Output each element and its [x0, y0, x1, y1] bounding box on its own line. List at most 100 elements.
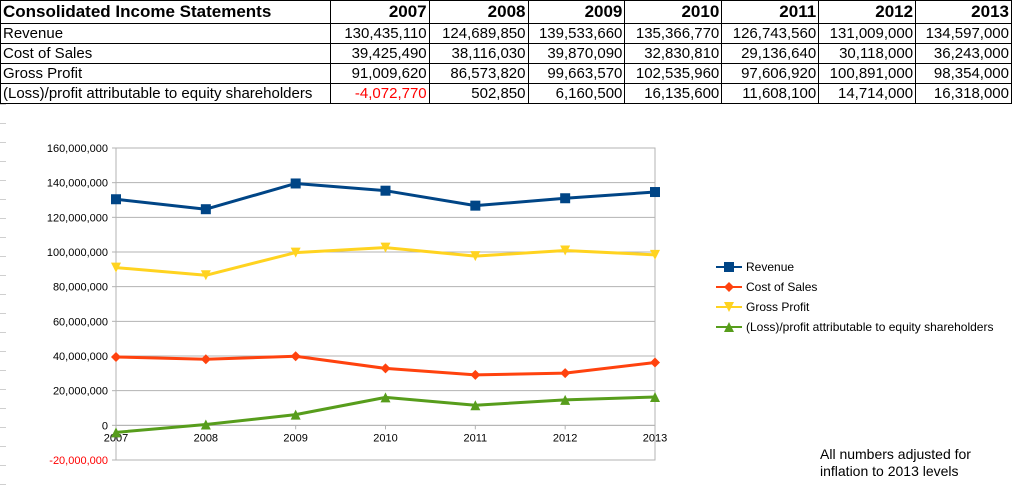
data-point	[111, 194, 121, 205]
year-header: 2008	[428, 0, 529, 24]
data-point	[470, 251, 481, 262]
y-tick-label: 60,000,000	[53, 316, 108, 328]
row-label: Gross Profit	[0, 63, 331, 84]
table-row: Cost of Sales 39,425,490 38,116,030 39,870,…	[0, 43, 1012, 64]
data-point	[650, 392, 660, 403]
table-cell: 100,891,000	[818, 63, 917, 84]
table-cell: 502,850	[428, 83, 529, 104]
row-label: (Loss)/profit attributable to equity sha…	[0, 83, 331, 104]
data-point	[380, 363, 391, 374]
data-point	[650, 187, 660, 198]
inflation-note: All numbers adjusted for inflation to 20…	[820, 446, 971, 479]
legend-marker	[724, 282, 734, 292]
table-row: (Loss)/profit attributable to equity sha…	[0, 83, 1012, 104]
data-point	[200, 270, 211, 281]
x-tick-label: 2007	[104, 432, 128, 444]
table-cell: 126,743,560	[721, 23, 820, 44]
data-point	[560, 245, 571, 256]
data-point	[380, 185, 391, 196]
data-point	[290, 247, 301, 258]
year-header: 2011	[721, 0, 820, 24]
y-tick-label: 140,000,000	[47, 178, 108, 190]
x-tick-label: 2010	[373, 432, 397, 444]
row-label: Cost of Sales	[0, 43, 331, 64]
table-cell: 91,009,620	[329, 63, 430, 84]
x-tick-label: 2013	[643, 432, 667, 444]
income-line-chart: -20,000,000 0 20,000,000 40,000,000 60,000,0…	[47, 143, 994, 467]
table-cell: 130,435,110	[329, 23, 430, 44]
row-label: Revenue	[0, 23, 331, 44]
legend-label: Revenue	[746, 260, 794, 274]
table-cell: 131,009,000	[818, 23, 917, 44]
data-point	[290, 178, 301, 189]
data-point	[200, 419, 211, 430]
table-cell: 98,354,000	[915, 63, 1012, 84]
table-cell: 102,535,960	[624, 63, 723, 84]
x-tick-label: 2009	[283, 432, 307, 444]
data-point	[470, 400, 481, 411]
legend-marker	[724, 262, 734, 272]
y-tick-label: -20,000,000	[49, 455, 108, 467]
table-row: Revenue 130,435,110 124,689,850 139,533,660…	[0, 23, 1012, 44]
y-tick-label: 0	[102, 420, 108, 432]
data-point	[560, 394, 571, 405]
y-tick-label: 120,000,000	[47, 212, 108, 224]
data-point	[290, 351, 301, 362]
legend-marker	[724, 322, 734, 332]
data-point	[650, 357, 660, 368]
legend-label: Cost of Sales	[746, 280, 817, 294]
table-cell: 134,597,000	[915, 23, 1012, 44]
table-cell: 16,135,600	[624, 83, 723, 104]
table-cell: 39,870,090	[527, 43, 626, 64]
data-point	[380, 242, 391, 253]
table-cell: 38,116,030	[428, 43, 529, 64]
table-cell: 86,573,820	[428, 63, 529, 84]
legend-marker	[724, 302, 734, 312]
data-point	[200, 204, 211, 215]
x-tick-label: 2011	[464, 432, 488, 444]
table-cell: 30,118,000	[818, 43, 917, 64]
data-point	[111, 351, 121, 362]
table-title: Consolidated Income Statements	[0, 0, 331, 24]
x-tick-label: 2008	[194, 432, 218, 444]
y-tick-label: 100,000,000	[47, 247, 108, 259]
legend-label: Gross Profit	[746, 300, 810, 314]
data-point	[470, 369, 481, 380]
table-cell: 36,243,000	[915, 43, 1012, 64]
data-point	[560, 368, 571, 379]
table-cell: 11,608,100	[721, 83, 820, 104]
data-point	[380, 392, 391, 403]
income-statement-table: Consolidated Income Statements 2007 2008 20…	[0, 0, 1012, 104]
y-tick-label: 40,000,000	[53, 351, 108, 363]
table-cell: -4,072,770	[329, 83, 430, 104]
x-tick-label: 2012	[553, 432, 577, 444]
year-header: 2007	[329, 0, 430, 24]
table-cell: 29,136,640	[721, 43, 820, 64]
year-header: 2009	[527, 0, 626, 24]
data-point	[200, 354, 211, 365]
table-cell: 6,160,500	[527, 83, 626, 104]
data-point	[650, 249, 660, 260]
table-header-row: Consolidated Income Statements 2007 2008 20…	[0, 0, 1012, 24]
y-tick-label: 80,000,000	[53, 282, 108, 294]
data-point	[111, 262, 121, 273]
y-tick-label: 160,000,000	[47, 143, 108, 155]
table-cell: 32,830,810	[624, 43, 723, 64]
year-header: 2012	[818, 0, 917, 24]
year-header: 2010	[624, 0, 723, 24]
table-cell: 39,425,490	[329, 43, 430, 64]
year-header: 2013	[915, 0, 1012, 24]
table-cell: 14,714,000	[818, 83, 917, 104]
table-cell: 124,689,850	[428, 23, 529, 44]
table-cell: 16,318,000	[915, 83, 1012, 104]
data-point	[111, 427, 121, 438]
table-cell: 139,533,660	[527, 23, 626, 44]
y-tick-label: 20,000,000	[53, 386, 108, 398]
table-row: Gross Profit 91,009,620 86,573,820 99,663,5…	[0, 63, 1012, 84]
data-point	[470, 200, 481, 211]
sheet-row-gridlines	[0, 104, 6, 491]
table-cell: 135,366,770	[624, 23, 723, 44]
table-cell: 99,663,570	[527, 63, 626, 84]
data-point	[290, 409, 301, 420]
legend-label: (Loss)/profit attributable to equity sha…	[746, 320, 993, 334]
